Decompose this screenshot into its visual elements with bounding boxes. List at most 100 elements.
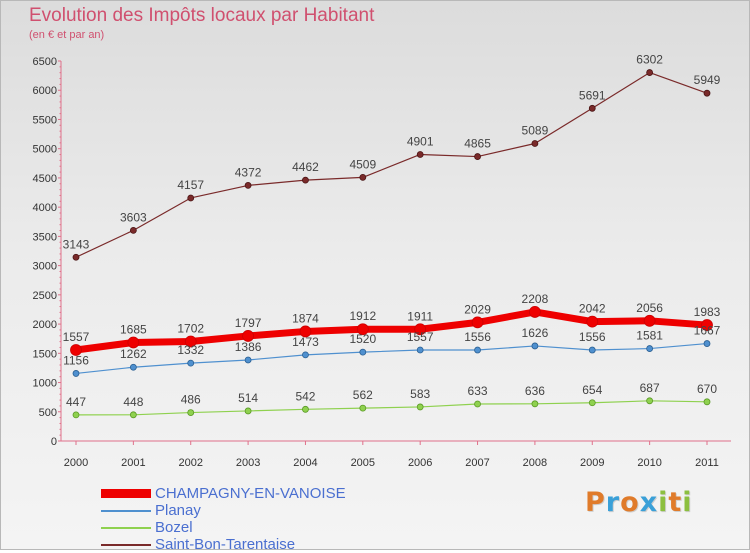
data-label-champagny-en-vanoise: 2042 <box>579 302 606 316</box>
legend-swatch <box>101 543 151 546</box>
data-label-saint-bon-tarentaise: 4901 <box>407 134 434 148</box>
data-label-saint-bon-tarentaise: 6302 <box>636 53 663 67</box>
data-point-bozel <box>129 411 137 419</box>
legend-label: CHAMPAGNY-EN-VANOISE <box>155 485 346 502</box>
data-point-planay <box>588 346 596 354</box>
data-point-saint-bon-tarentaise <box>244 182 252 189</box>
logo-letter: t <box>668 487 683 518</box>
data-point-bozel <box>72 411 80 419</box>
data-label-bozel: 447 <box>66 395 86 409</box>
logo-letter: o <box>620 487 640 518</box>
data-label-saint-bon-tarentaise: 5691 <box>579 88 606 102</box>
data-point-saint-bon-tarentaise <box>588 104 596 112</box>
data-point-champagny-en-vanoise <box>414 323 427 336</box>
x-tick-label: 2003 <box>236 457 260 469</box>
data-label-saint-bon-tarentaise: 4372 <box>235 165 262 179</box>
data-label-bozel: 636 <box>525 384 545 398</box>
data-label-champagny-en-vanoise: 1797 <box>235 316 262 330</box>
y-tick-label: 5500 <box>33 114 57 126</box>
chart-title: Evolution des Impôts locaux par Habitant <box>29 5 375 26</box>
x-tick-label: 2010 <box>637 457 661 469</box>
data-point-bozel <box>474 400 481 408</box>
data-label-bozel: 583 <box>410 387 430 401</box>
data-label-champagny-en-vanoise: 1983 <box>694 305 721 319</box>
data-point-saint-bon-tarentaise <box>302 176 309 184</box>
data-label-champagny-en-vanoise: 2208 <box>522 292 549 306</box>
data-point-champagny-en-vanoise <box>586 315 599 328</box>
data-point-bozel <box>187 409 195 416</box>
x-tick-label: 2000 <box>64 457 88 469</box>
proxiti-logo: Proxiti <box>585 487 693 518</box>
data-point-planay <box>244 356 252 364</box>
series-line-planay <box>75 342 708 375</box>
data-point-champagny-en-vanoise <box>242 330 254 342</box>
data-label-saint-bon-tarentaise: 4865 <box>464 137 491 151</box>
data-label-champagny-en-vanoise: 1912 <box>349 309 376 323</box>
legend-swatch <box>101 509 151 512</box>
data-point-saint-bon-tarentaise <box>531 140 539 147</box>
data-point-planay <box>703 340 711 347</box>
data-label-planay: 1556 <box>579 330 606 344</box>
data-point-champagny-en-vanoise <box>299 325 312 338</box>
data-label-planay: 1581 <box>636 329 663 343</box>
data-label-saint-bon-tarentaise: 3143 <box>63 237 90 251</box>
x-tick-label: 2009 <box>580 457 604 469</box>
data-point-bozel <box>531 400 539 408</box>
data-label-champagny-en-vanoise: 1874 <box>292 311 319 325</box>
y-tick-label: 2500 <box>33 290 57 302</box>
data-point-champagny-en-vanoise <box>127 336 140 349</box>
data-point-champagny-en-vanoise <box>356 323 369 336</box>
data-point-saint-bon-tarentaise <box>187 194 195 202</box>
data-label-planay: 1386 <box>235 340 262 354</box>
data-point-saint-bon-tarentaise <box>72 253 80 261</box>
data-label-saint-bon-tarentaise: 4462 <box>292 160 319 174</box>
logo-letter: x <box>639 487 659 518</box>
data-point-bozel <box>703 398 711 406</box>
logo-letter: i <box>658 487 669 518</box>
x-tick-label: 2011 <box>695 457 719 469</box>
data-point-planay <box>72 370 80 377</box>
data-label-champagny-en-vanoise: 1911 <box>407 309 433 323</box>
data-label-saint-bon-tarentaise: 5949 <box>694 73 721 87</box>
data-label-champagny-en-vanoise: 1557 <box>63 330 90 344</box>
legend-item: Planay <box>101 502 401 519</box>
y-tick-label: 4500 <box>33 173 57 185</box>
chart-legend: CHAMPAGNY-EN-VANOISE Planay Bozel Saint-Bon… <box>101 485 401 553</box>
y-tick-label: 6500 <box>33 56 57 68</box>
data-label-planay: 1332 <box>177 343 204 357</box>
y-tick-label: 0 <box>51 436 57 448</box>
data-point-champagny-en-vanoise <box>184 335 197 348</box>
data-point-saint-bon-tarentaise <box>359 173 367 181</box>
y-tick-label: 6000 <box>33 85 57 97</box>
data-point-planay <box>187 359 195 367</box>
y-tick-label: 500 <box>39 407 57 419</box>
y-tick-label: 4000 <box>33 202 57 214</box>
data-point-bozel <box>416 403 424 411</box>
data-label-planay: 1626 <box>522 326 549 340</box>
data-point-saint-bon-tarentaise <box>416 151 424 158</box>
legend-label: Saint-Bon-Tarentaise <box>155 536 296 553</box>
data-label-planay: 1473 <box>292 335 319 349</box>
chart-subtitle: (en € et par an) <box>29 29 105 41</box>
data-label-planay: 1557 <box>407 330 434 344</box>
y-tick-label: 3000 <box>33 261 57 273</box>
data-label-champagny-en-vanoise: 1702 <box>177 321 204 335</box>
y-tick-label: 3500 <box>33 231 57 243</box>
data-label-bozel: 670 <box>697 382 717 396</box>
data-label-bozel: 562 <box>353 388 373 402</box>
data-point-planay <box>416 346 424 354</box>
data-label-planay: 1667 <box>694 324 721 338</box>
data-label-bozel: 542 <box>295 389 315 403</box>
data-point-saint-bon-tarentaise <box>703 89 711 97</box>
data-point-planay <box>129 363 137 371</box>
data-point-bozel <box>359 404 367 412</box>
data-point-bozel <box>588 399 596 407</box>
y-tick-label: 1000 <box>33 378 57 390</box>
legend-swatch <box>101 526 151 529</box>
y-tick-label: 1500 <box>33 348 57 360</box>
data-point-saint-bon-tarentaise <box>129 226 137 234</box>
data-point-champagny-en-vanoise <box>643 314 656 327</box>
data-point-planay <box>302 351 309 359</box>
